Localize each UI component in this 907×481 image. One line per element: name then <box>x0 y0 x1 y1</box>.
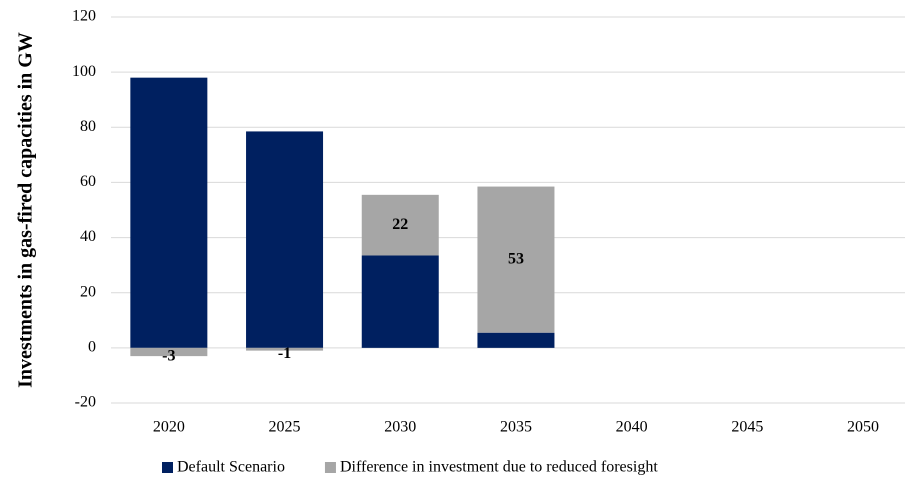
y-tick-label: 20 <box>80 283 96 300</box>
data-label: 22 <box>392 216 408 233</box>
x-tick-label: 2025 <box>269 419 301 436</box>
y-tick-label: 40 <box>80 228 96 245</box>
bar-segment <box>477 332 555 348</box>
x-tick-label: 2040 <box>616 419 648 436</box>
x-tick-label: 2020 <box>153 419 185 436</box>
bar-segment <box>130 347 208 357</box>
y-axis-title: Investments in gas-fired capacities in G… <box>14 32 37 388</box>
bar-segment <box>477 186 555 333</box>
bar-segment <box>361 255 439 348</box>
y-tick-label: 120 <box>72 8 96 25</box>
y-tick-label: 60 <box>80 173 96 190</box>
x-tick-label: 2045 <box>731 419 763 436</box>
legend-swatch <box>162 462 173 473</box>
bar-segment <box>130 77 208 348</box>
y-tick-label: -20 <box>75 394 96 411</box>
data-label: -1 <box>278 345 291 362</box>
legend-label: Difference in investment due to reduced … <box>340 459 658 476</box>
bar-segment <box>246 131 324 348</box>
legend-swatch <box>324 462 336 473</box>
bar-segment <box>246 347 324 351</box>
legend-label: Default Scenario <box>177 459 285 476</box>
bar-segment <box>361 194 439 256</box>
y-tick-label: 0 <box>88 339 96 356</box>
data-label: -3 <box>162 348 175 365</box>
x-tick-label: 2035 <box>500 419 532 436</box>
x-tick-label: 2050 <box>847 419 879 436</box>
y-tick-label: 80 <box>80 118 96 135</box>
y-tick-label: 100 <box>72 63 96 80</box>
x-tick-label: 2030 <box>384 419 416 436</box>
data-label: 53 <box>508 250 524 267</box>
